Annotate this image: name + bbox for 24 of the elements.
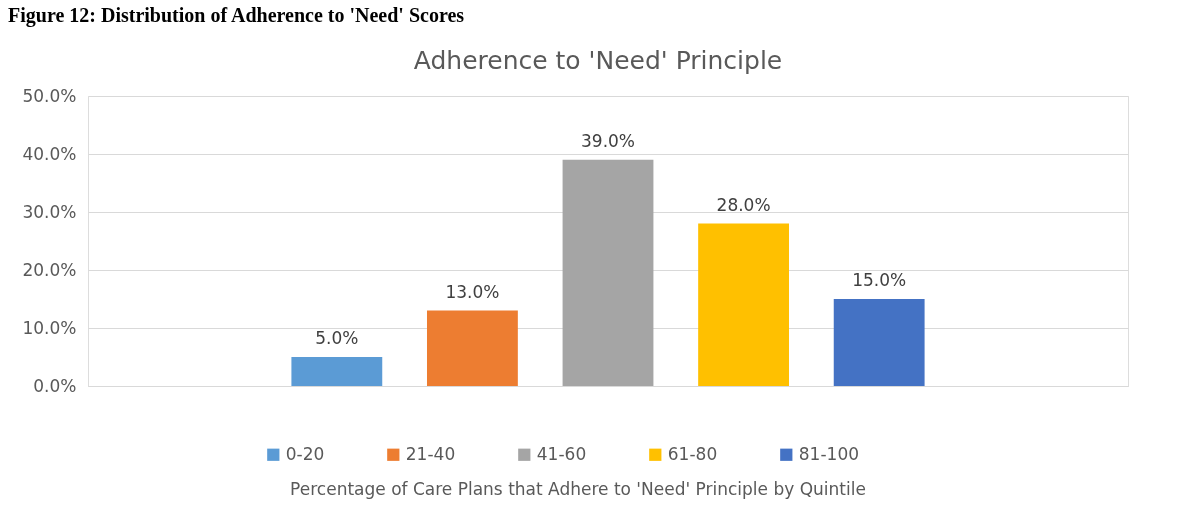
legend-label: 41-60: [536, 443, 587, 464]
data-label: 5.0%: [315, 328, 359, 348]
y-tick-label: 50.0%: [22, 85, 77, 106]
data-label: 13.0%: [445, 281, 500, 302]
legend-label: 81-100: [798, 443, 860, 464]
y-tick-label: 30.0%: [22, 201, 77, 222]
bar: [833, 299, 925, 386]
y-tick-label: 10.0%: [22, 317, 77, 338]
bar: [291, 357, 383, 386]
legend-label: 61-80: [667, 443, 718, 464]
legend-label: 0-20: [285, 443, 325, 464]
data-label: 39.0%: [580, 130, 636, 151]
caption: Figure 12: Distribution of Adherence to 'Need' Scores: [8, 4, 465, 27]
legend-label: 21-40: [405, 443, 456, 464]
y-tick-label: 40.0%: [22, 143, 77, 164]
bar: [698, 223, 790, 386]
bar: [426, 310, 518, 386]
chart-title: Adherence to 'Need' Principle: [413, 46, 783, 75]
y-tick-label: 20.0%: [22, 259, 77, 280]
bar: [562, 159, 654, 386]
data-label: 15.0%: [852, 270, 907, 290]
y-tick-label: 0.0%: [33, 375, 77, 396]
data-label: 28.0%: [716, 194, 771, 215]
x-axis-title: Percentage of Care Plans that Adhere to 'Need' Principle by Quintile: [290, 479, 866, 499]
